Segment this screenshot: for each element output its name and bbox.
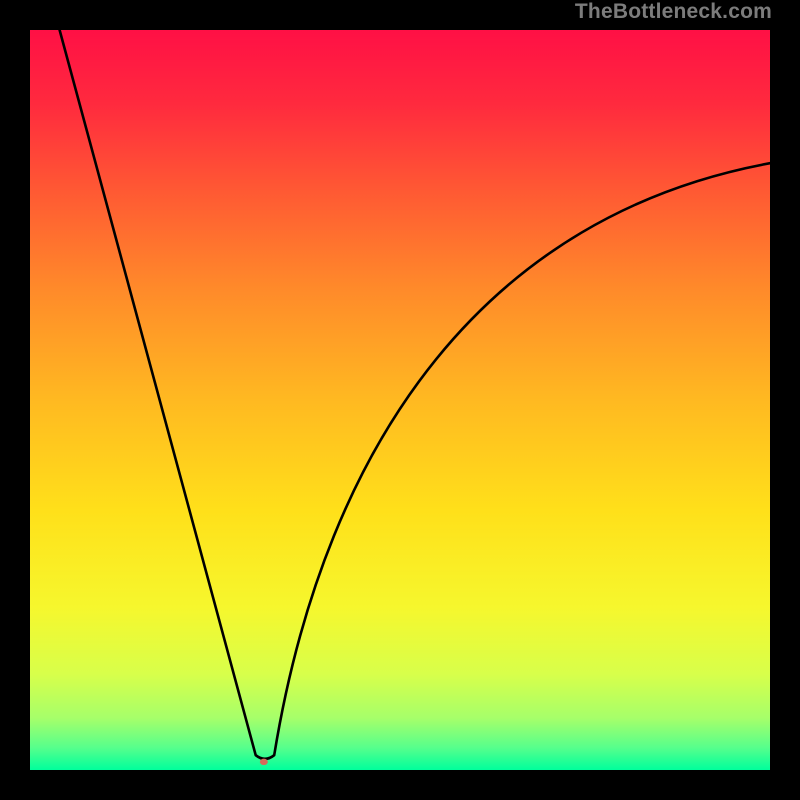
watermark-text: TheBottleneck.com xyxy=(575,0,772,24)
plot-area xyxy=(30,30,770,770)
optimal-point-marker xyxy=(260,759,268,765)
bottleneck-chart xyxy=(0,0,800,800)
chart-container: TheBottleneck.com xyxy=(0,0,800,800)
